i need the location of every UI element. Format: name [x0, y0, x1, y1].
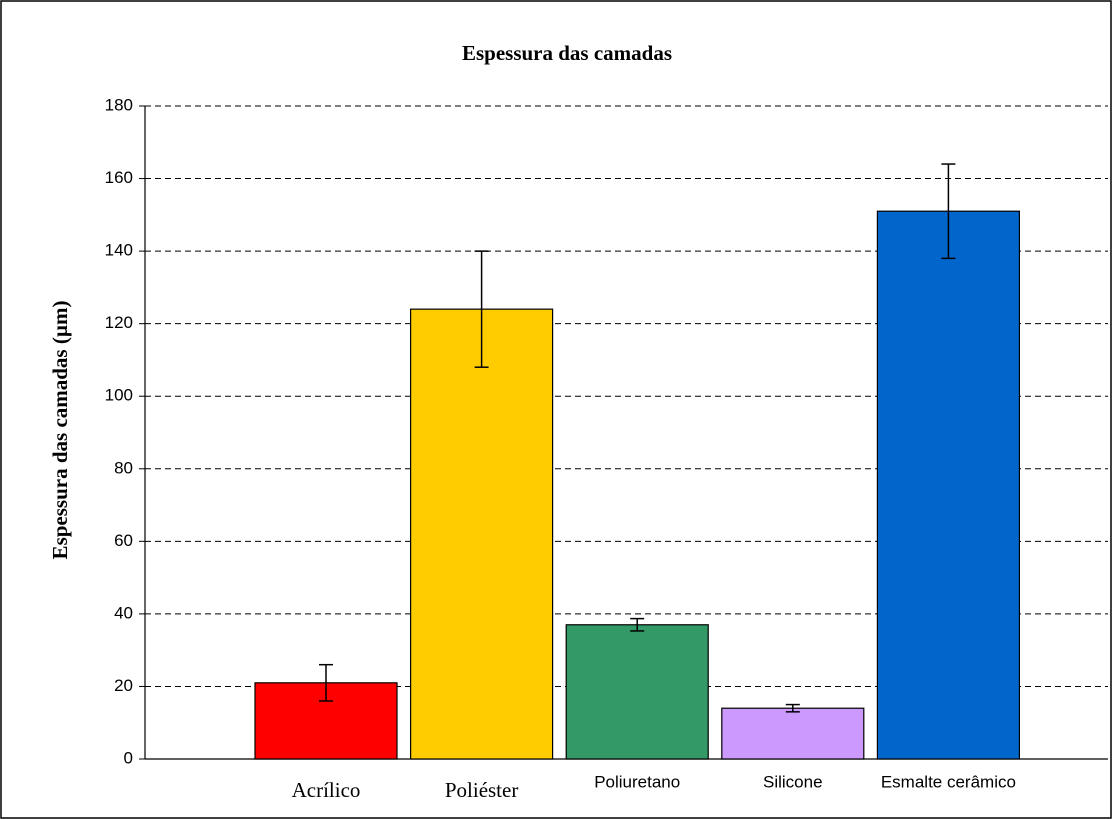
bar — [410, 308, 554, 760]
y-tick-label: 160 — [105, 168, 133, 187]
chart-title: Espessura das camadas — [462, 41, 672, 65]
y-tick-label: 40 — [114, 603, 133, 622]
bar — [565, 624, 709, 760]
x-tick-label: Acrílico — [292, 778, 361, 802]
y-tick-label: 120 — [105, 313, 133, 332]
x-tick-label: Esmalte cerâmico — [881, 772, 1016, 791]
y-axis-label: Espessura das camadas (µm) — [48, 301, 72, 560]
y-tick-label: 80 — [114, 458, 133, 477]
x-tick-label: Poliéster — [445, 778, 519, 802]
y-tick-label: 140 — [105, 241, 133, 260]
y-tick-label: 20 — [114, 676, 133, 695]
y-tick-label: 60 — [114, 531, 133, 550]
x-tick-label: Poliuretano — [594, 772, 680, 791]
x-tick-label: Silicone — [763, 772, 823, 791]
y-tick-label: 180 — [105, 95, 133, 114]
bar — [721, 707, 865, 760]
y-tick-label: 0 — [124, 748, 133, 767]
bar — [876, 210, 1021, 760]
y-tick-label: 100 — [105, 386, 133, 405]
